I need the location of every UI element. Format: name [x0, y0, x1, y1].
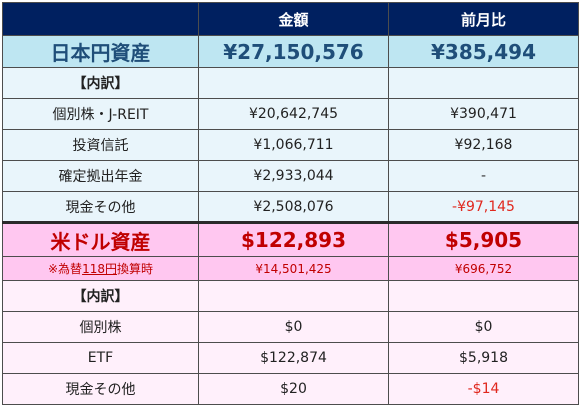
- japan-row-amount: ¥1,066,711: [198, 129, 389, 161]
- japan-total-amount: ¥27,150,576: [198, 35, 389, 68]
- us-row-label: ETF: [2, 342, 199, 374]
- japan-breakdown-label: 【内訳】: [2, 67, 199, 99]
- japan-row-change: ¥390,471: [388, 98, 579, 130]
- us-breakdown-row: 【内訳】: [2, 280, 579, 312]
- us-breakdown-label: 【内訳】: [2, 280, 199, 312]
- us-total-change: $5,905: [388, 221, 579, 257]
- rate-value: 118円: [82, 262, 117, 276]
- header-blank-cell: [2, 2, 199, 36]
- us-row-amount: $20: [198, 373, 389, 405]
- header-change: 前月比: [388, 2, 579, 36]
- japan-row-amount: ¥20,642,745: [198, 98, 389, 130]
- japan-total-row: 日本円資産 ¥27,150,576 ¥385,494: [2, 35, 579, 68]
- us-breakdown-change-cell: [388, 280, 579, 312]
- us-row-change-negative: -$14: [388, 373, 579, 405]
- rate-suffix: 換算時: [116, 262, 153, 276]
- japan-row-change: ¥92,168: [388, 129, 579, 161]
- japan-row-stocks: 個別株・J-REIT ¥20,642,745 ¥390,471: [2, 98, 579, 130]
- us-rate-note: ※為替118円換算時: [2, 256, 199, 281]
- us-total-amount: $122,893: [198, 221, 389, 257]
- us-rate-change: ¥696,752: [388, 256, 579, 281]
- us-row-etf: ETF $122,874 $5,918: [2, 342, 579, 374]
- japan-total-label: 日本円資産: [2, 35, 199, 68]
- japan-row-change-negative: -¥97,145: [388, 191, 579, 223]
- us-row-label: 個別株: [2, 311, 199, 343]
- us-rate-row: ※為替118円換算時 ¥14,501,425 ¥696,752: [2, 256, 579, 281]
- us-row-cash: 現金その他 $20 -$14: [2, 373, 579, 405]
- us-row-stocks: 個別株 $0 $0: [2, 311, 579, 343]
- rate-prefix: ※為替: [48, 262, 83, 276]
- us-total-row: 米ドル資産 $122,893 $5,905: [2, 221, 579, 257]
- japan-row-amount: ¥2,933,044: [198, 160, 389, 192]
- us-row-change: $5,918: [388, 342, 579, 374]
- japan-row-label: 現金その他: [2, 191, 199, 223]
- us-row-amount: $0: [198, 311, 389, 343]
- japan-breakdown-change-cell: [388, 67, 579, 99]
- japan-breakdown-row: 【内訳】: [2, 67, 579, 99]
- us-row-change: $0: [388, 311, 579, 343]
- japan-total-change: ¥385,494: [388, 35, 579, 68]
- japan-row-cash: 現金その他 ¥2,508,076 -¥97,145: [2, 191, 579, 223]
- header-amount: 金額: [198, 2, 389, 36]
- japan-row-pension: 確定拠出年金 ¥2,933,044 -: [2, 160, 579, 192]
- japan-row-funds: 投資信託 ¥1,066,711 ¥92,168: [2, 129, 579, 161]
- japan-row-change: -: [388, 160, 579, 192]
- us-rate-amount: ¥14,501,425: [198, 256, 389, 281]
- header-row: 金額 前月比: [2, 2, 579, 36]
- japan-row-label: 個別株・J-REIT: [2, 98, 199, 130]
- japan-breakdown-amount-cell: [198, 67, 389, 99]
- us-breakdown-amount-cell: [198, 280, 389, 312]
- us-row-label: 現金その他: [2, 373, 199, 405]
- us-total-label: 米ドル資産: [2, 221, 199, 257]
- us-row-amount: $122,874: [198, 342, 389, 374]
- japan-row-label: 投資信託: [2, 129, 199, 161]
- japan-row-amount: ¥2,508,076: [198, 191, 389, 223]
- japan-row-label: 確定拠出年金: [2, 160, 199, 192]
- asset-summary-table: 金額 前月比 日本円資産 ¥27,150,576 ¥385,494 【内訳】 個…: [2, 2, 579, 405]
